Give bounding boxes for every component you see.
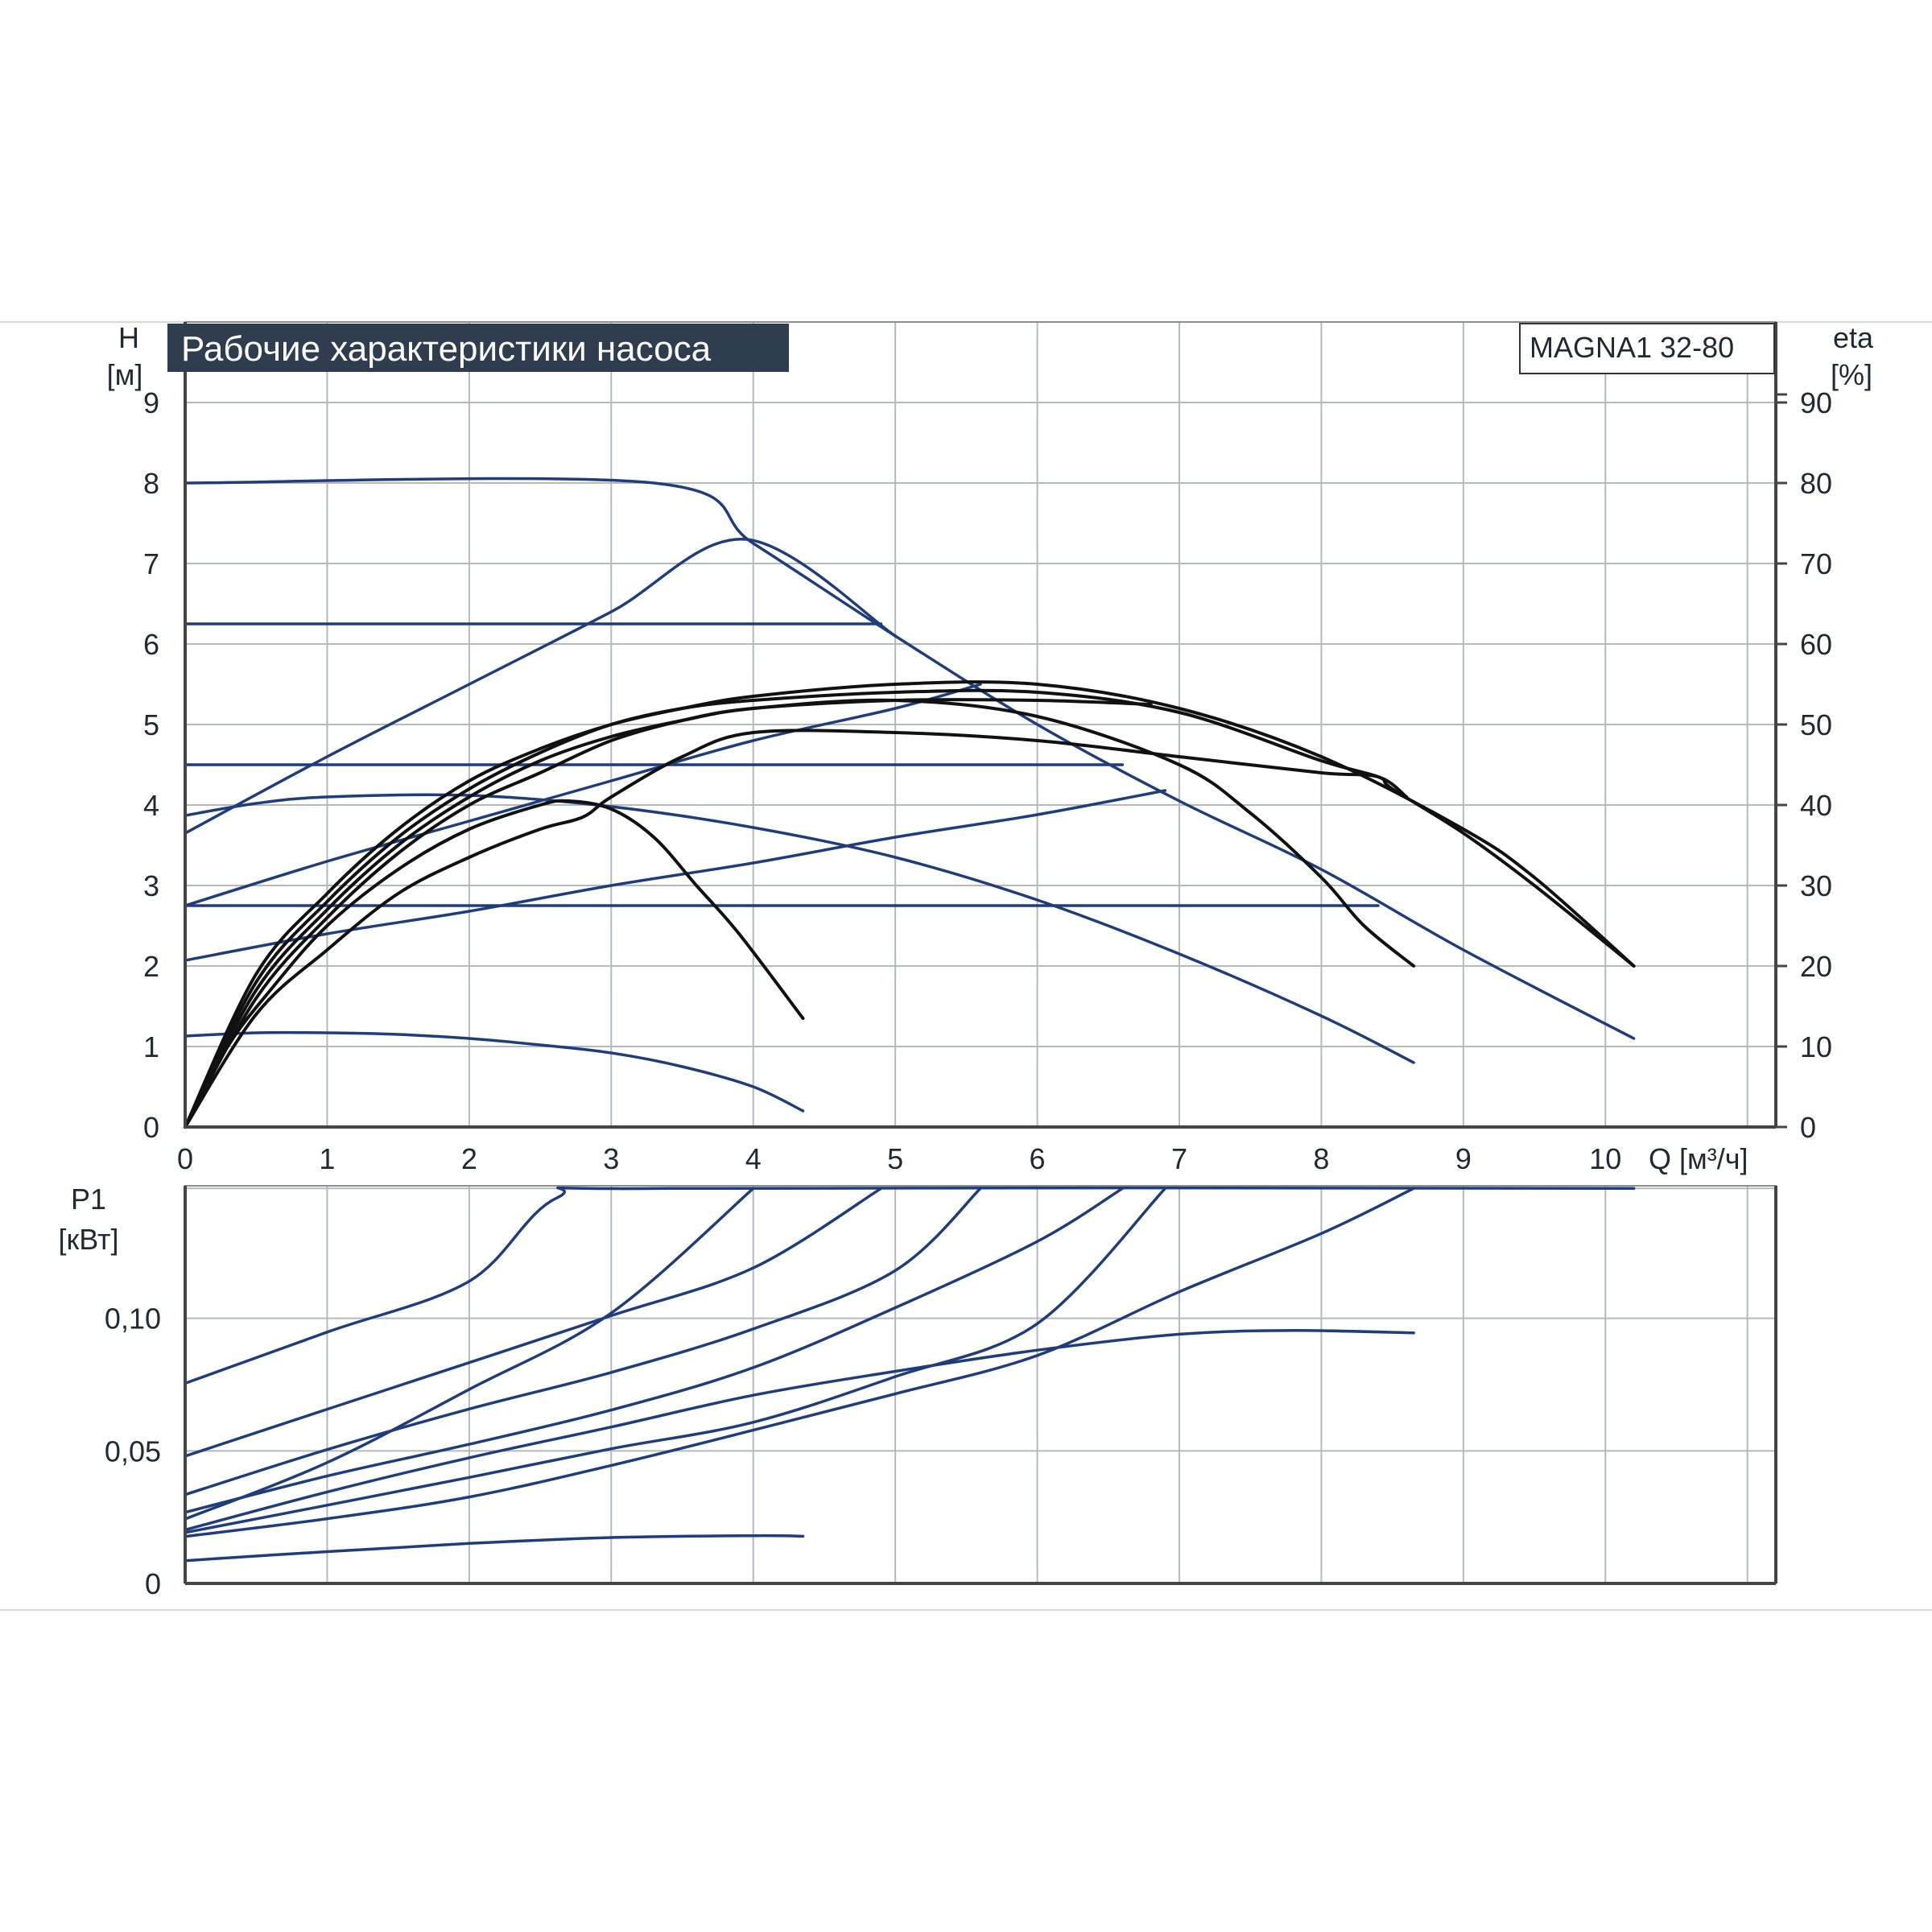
head-tick-label: 2: [143, 950, 159, 983]
head-tick-label: 0: [143, 1111, 159, 1144]
efficiency-curve-9: [184, 799, 805, 1129]
flow-tick-label: 4: [745, 1142, 762, 1175]
power-tick-labels: 0 0,05 0,10: [105, 1302, 161, 1600]
efficiency-tick-label: 40: [1800, 789, 1832, 822]
head-tick-label: 4: [143, 789, 159, 822]
head-curve-5: [184, 789, 1167, 962]
efficiency-curve-12: [184, 698, 1153, 1129]
head-grid: [184, 321, 1776, 1128]
head-curve-1: [184, 538, 897, 835]
power-plot-frame: [184, 1185, 1777, 1584]
power-curve-8: [184, 1534, 805, 1563]
flow-tick-label: 5: [887, 1142, 903, 1175]
head-tick-label: 8: [143, 467, 159, 500]
power-curve-6: [184, 1329, 1415, 1532]
flow-tick-label: 0: [177, 1142, 193, 1175]
head-tick-label: 9: [143, 386, 159, 419]
efficiency-tick-label: 70: [1800, 547, 1832, 580]
efficiency-axis-unit: [%]: [1831, 358, 1872, 391]
flow-tick-label: 2: [461, 1142, 477, 1175]
head-curve-8: [184, 1030, 805, 1113]
head-tick-label: 1: [143, 1030, 159, 1063]
chart-title-background: [167, 324, 789, 372]
flow-tick-label: 7: [1171, 1142, 1187, 1175]
head-tick-label: 5: [143, 708, 159, 741]
efficiency-tick-label: 50: [1800, 708, 1832, 741]
head-tick-label: 7: [143, 547, 159, 580]
power-curve-4: [184, 1187, 1125, 1514]
flow-axis-label: Q [м³/ч]: [1649, 1142, 1748, 1175]
head-curve-3: [184, 683, 982, 907]
power-curves: [184, 1186, 1636, 1563]
efficiency-tick-label: 60: [1800, 628, 1832, 661]
power-curve-2: [184, 1187, 755, 1521]
flow-tick-label: 9: [1455, 1142, 1472, 1175]
efficiency-tick-label: 30: [1800, 869, 1832, 902]
head-axis-symbol: H: [118, 321, 139, 354]
efficiency-tick-label: 0: [1800, 1111, 1816, 1144]
efficiency-tick-label: 20: [1800, 950, 1832, 983]
power-axis-unit: [кВт]: [58, 1223, 118, 1256]
efficiency-tick-label: 90: [1800, 386, 1832, 419]
head-axis-unit: [м]: [107, 358, 143, 391]
head-tick-label: 3: [143, 869, 159, 902]
head-efficiency-curves: [184, 477, 1636, 1129]
flow-tick-label: 6: [1030, 1142, 1046, 1175]
efficiency-curve-14: [184, 680, 1636, 1129]
power-tick-label: 0,10: [105, 1302, 161, 1335]
power-axis-symbol: P1: [71, 1183, 106, 1216]
power-curve-0: [184, 1186, 1636, 1385]
efficiency-axis-symbol: eta: [1833, 321, 1874, 354]
model-label: MAGNA1 32-80: [1530, 331, 1734, 364]
flow-tick-label: 8: [1313, 1142, 1329, 1175]
power-tick-label: 0,05: [105, 1435, 161, 1468]
efficiency-curve-10: [184, 729, 1409, 1129]
flow-tick-label: 3: [603, 1142, 619, 1175]
power-curve-3: [184, 1187, 982, 1496]
flow-tick-label: 10: [1589, 1142, 1621, 1175]
head-curve-0: [184, 477, 1636, 1040]
power-grid: [184, 1186, 1776, 1583]
power-tick-label: 0: [145, 1567, 161, 1600]
efficiency-tick-label: 10: [1800, 1030, 1832, 1063]
flow-tick-label: 1: [319, 1142, 335, 1175]
head-tick-label: 6: [143, 628, 159, 661]
efficiency-tick-label: 80: [1800, 467, 1832, 500]
model-label-box: [1519, 323, 1775, 374]
head-curve-7: [184, 793, 1415, 1064]
power-curve-1: [184, 1187, 883, 1458]
chart-title: Рабочие характеристики насоса: [181, 329, 712, 369]
head-tick-labels: 0 1 2 3 4 5 6 7 8 9 100123456789010203040506070809…: [143, 386, 1832, 1175]
power-curve-5: [184, 1187, 1167, 1534]
power-curve-7: [184, 1187, 1415, 1538]
efficiency-curve-13: [184, 688, 1636, 1129]
